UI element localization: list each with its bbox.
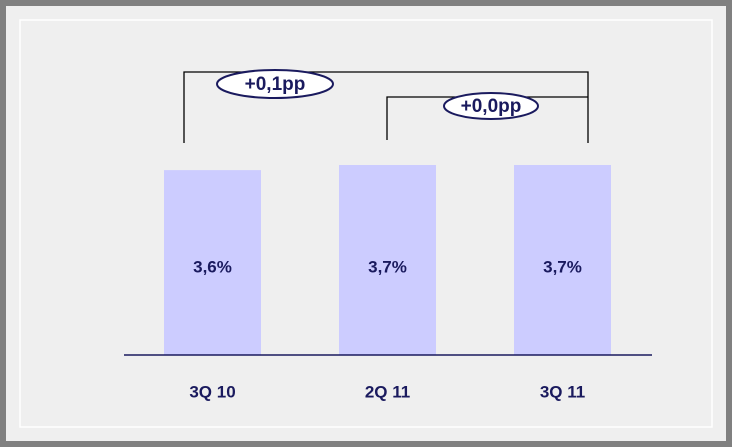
bracket <box>183 71 589 143</box>
data-label: 3,7% <box>543 257 582 276</box>
x-tick-label: 3Q 11 <box>540 382 585 401</box>
data-label: 3,7% <box>368 257 407 276</box>
annotation: +0,1pp <box>245 74 306 95</box>
inner-frame <box>19 19 713 428</box>
bar <box>164 170 261 355</box>
bar <box>339 165 436 355</box>
annotation-bubble <box>216 69 334 99</box>
x-tick-label: 2Q 11 <box>365 382 410 401</box>
x-tick-label: 3Q 10 <box>189 382 235 401</box>
annotation: +0,0pp <box>461 96 522 117</box>
bar <box>514 165 611 355</box>
annotation-bubble <box>443 92 539 120</box>
data-label: 3,6% <box>193 257 232 276</box>
